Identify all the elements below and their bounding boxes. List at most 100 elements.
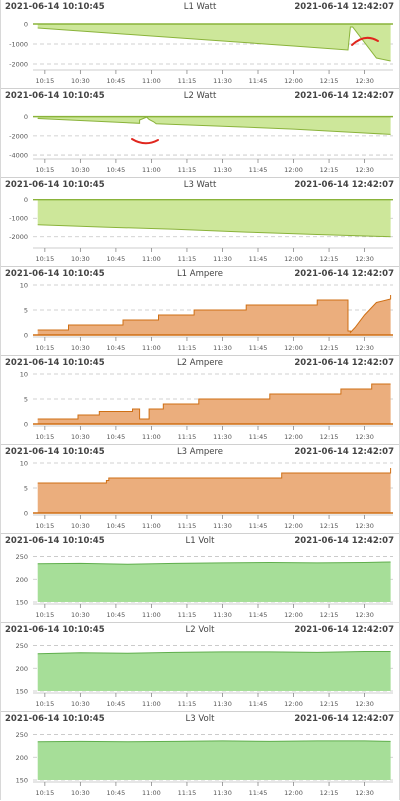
x-tick-label: 12:15 [320,166,339,174]
x-tick-label: 10:15 [35,255,54,263]
x-tick-label: 12:15 [320,344,339,352]
x-tick-label: 12:15 [320,789,339,797]
start-timestamp: 2021-06-14 10:10:45 [5,714,105,724]
y-tick-label: -1000 [9,41,28,49]
start-timestamp: 2021-06-14 10:10:45 [5,269,105,279]
end-timestamp: 2021-06-14 12:42:07 [294,180,394,190]
y-tick-label: 5 [24,307,28,315]
x-tick-label: 12:30 [355,522,374,530]
y-tick-label: 150 [16,599,28,607]
x-tick-label: 10:15 [35,700,54,708]
end-timestamp: 2021-06-14 12:42:07 [294,91,394,101]
x-tick-label: 11:45 [249,166,268,174]
x-tick-label: 12:00 [284,166,303,174]
x-tick-label: 10:30 [71,522,90,530]
chart-title: L3 Ampere [176,447,224,457]
x-tick-label: 10:30 [71,433,90,441]
series-area [37,562,391,602]
y-tick-label: -1000 [9,215,28,223]
y-tick-label: 5 [24,396,28,404]
chart-panel-9: 2021-06-14 10:10:45 L3 Volt 2021-06-14 12:… [1,712,399,801]
chart-header: 2021-06-14 10:10:45 L3 Watt 2021-06-14 12:… [1,178,399,193]
x-tick-label: 10:30 [71,166,90,174]
x-tick-label: 10:15 [35,611,54,619]
end-timestamp: 2021-06-14 12:42:07 [294,447,394,457]
x-tick-label: 11:30 [213,789,232,797]
series-area [37,295,391,335]
panel-divider [1,88,399,89]
chart-panel-3: 2021-06-14 10:10:45 L3 Watt 2021-06-14 12:… [1,178,399,267]
y-tick-label: 0 [24,510,28,518]
x-tick-label: 12:15 [320,433,339,441]
x-tick-label: 11:00 [142,700,161,708]
x-tick-label: 11:00 [142,522,161,530]
x-tick-label: 12:30 [355,77,374,85]
chart-title: L1 Volt [185,536,215,546]
start-timestamp: 2021-06-14 10:10:45 [5,447,105,457]
chart-title: L2 Ampere [176,358,224,368]
chart-title: L2 Volt [185,625,215,635]
x-tick-label: 12:00 [284,433,303,441]
x-tick-label: 10:45 [107,611,126,619]
x-tick-label: 10:30 [71,700,90,708]
chart-header: 2021-06-14 10:10:45 L1 Watt 2021-06-14 12:… [1,0,399,15]
x-tick-label: 11:00 [142,611,161,619]
start-timestamp: 2021-06-14 10:10:45 [5,2,105,12]
x-tick-label: 10:45 [107,522,126,530]
x-tick-label: 11:30 [213,433,232,441]
x-tick-label: 12:30 [355,611,374,619]
x-tick-label: 11:45 [249,789,268,797]
y-tick-label: 0 [24,196,28,204]
x-tick-label: 11:30 [213,611,232,619]
y-tick-label: 0 [24,21,28,29]
end-timestamp: 2021-06-14 12:42:07 [294,536,394,546]
x-tick-label: 11:45 [249,433,268,441]
x-tick-label: 10:45 [107,433,126,441]
series-area [37,468,391,513]
x-tick-label: 11:00 [142,433,161,441]
x-tick-label: 11:15 [178,344,197,352]
series-line [37,740,391,743]
x-tick-label: 11:00 [142,255,161,263]
series-line [37,116,391,135]
y-tick-label: 150 [16,777,28,785]
chart-plot: 10 5 0 10:15 10:30 10:45 11:00 11:15 11:30 11:45 1… [20,460,393,530]
x-tick-label: 12:00 [284,700,303,708]
x-tick-label: 10:45 [107,255,126,263]
x-tick-label: 11:15 [178,433,197,441]
x-tick-label: 11:45 [249,700,268,708]
x-tick-label: 12:00 [284,522,303,530]
chart-header: 2021-06-14 10:10:45 L3 Volt 2021-06-14 12:… [1,712,399,727]
series-line [37,468,392,484]
panel-divider [1,622,399,623]
chart-header: 2021-06-14 10:10:45 L1 Volt 2021-06-14 12:… [1,534,399,549]
x-tick-label: 10:30 [71,255,90,263]
panel-divider [1,711,399,712]
x-tick-label: 12:30 [355,789,374,797]
x-tick-label: 12:30 [355,700,374,708]
x-tick-label: 12:00 [284,255,303,263]
y-tick-label: -2000 [9,233,28,241]
y-tick-label: 10 [20,371,28,379]
end-timestamp: 2021-06-14 12:42:07 [294,625,394,635]
x-tick-label: 11:30 [213,255,232,263]
x-tick-label: 11:30 [213,700,232,708]
x-tick-label: 12:15 [320,522,339,530]
start-timestamp: 2021-06-14 10:10:45 [5,91,105,101]
x-tick-label: 11:00 [142,166,161,174]
y-tick-label: 200 [16,665,28,673]
x-tick-label: 11:30 [213,77,232,85]
chart-panel-5: 2021-06-14 10:10:45 L2 Ampere 2021-06-14 1… [1,356,399,445]
x-tick-label: 10:30 [71,344,90,352]
x-tick-label: 11:45 [249,611,268,619]
chart-plot: 250 200 150 10:15 10:30 10:45 11:00 11:15 11:30 1… [16,731,393,797]
chart-plot: 0 -1000 -2000 10:15 10:30 10:45 11:00 11:15 11:3… [9,196,393,263]
x-tick-label: 10:15 [35,433,54,441]
chart-header: 2021-06-14 10:10:45 L3 Ampere 2021-06-14 1… [1,445,399,460]
x-tick-label: 10:45 [107,166,126,174]
panel-divider [1,177,399,178]
chart-title: L3 Volt [185,714,215,724]
start-timestamp: 2021-06-14 10:10:45 [5,358,105,368]
x-tick-label: 10:15 [35,522,54,530]
